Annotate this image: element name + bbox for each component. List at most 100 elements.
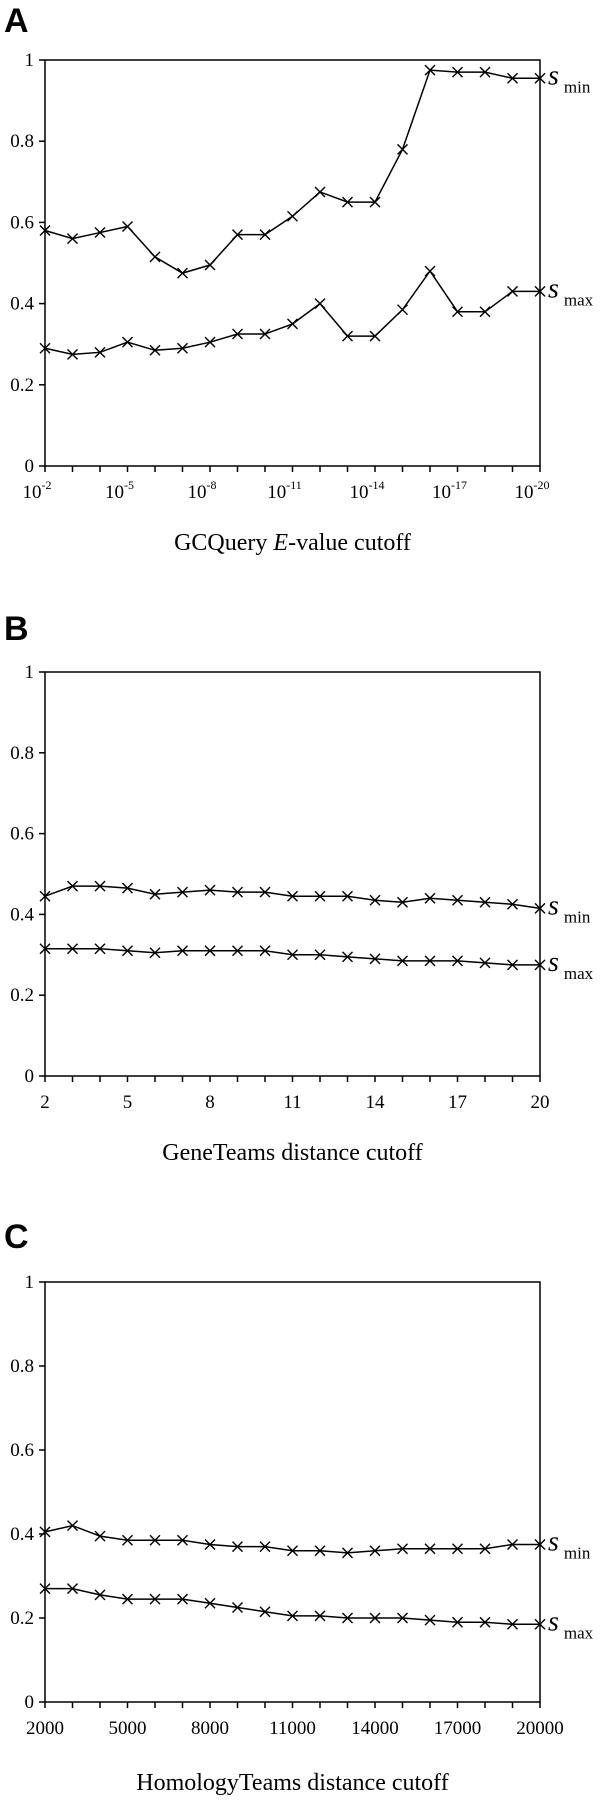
data-point-max [452,1616,463,1628]
data-point-max [507,285,518,297]
data-point-max [259,328,271,340]
data-point-max [122,945,133,957]
marker-stroke [122,882,133,894]
series-line-max [45,1587,540,1626]
marker-stroke [177,1534,188,1546]
marker-stroke [177,1593,188,1605]
marker-stroke [204,1597,216,1609]
data-point-max [39,943,51,955]
x-tick-label: 10-17 [432,478,467,503]
data-point-min [534,72,546,84]
data-point-min [122,220,133,232]
marker-stroke [259,886,271,898]
plot-frame [44,59,541,467]
marker-stroke [314,186,326,198]
y-tick-label: 1 [25,662,35,683]
data-point-max [149,1593,161,1605]
data-point-max [287,949,298,961]
data-point-min [232,886,243,898]
marker-stroke [452,1616,463,1628]
marker-stroke [424,1543,436,1555]
marker-stroke [479,1616,491,1628]
marker-stroke [314,298,326,310]
marker-stroke [369,1612,381,1624]
data-point-max [122,336,133,348]
x-axis-label: GCQuery E-value cutoff [174,530,411,556]
x-tick-label: 11 [283,1092,301,1113]
y-tick-label: 0.4 [10,904,34,925]
marker-stroke [39,225,51,237]
y-tick-label: 0.2 [10,985,34,1006]
marker-stroke [507,1618,518,1630]
marker-stroke [204,945,216,957]
data-point-min [424,892,436,904]
marker-stroke [94,227,106,239]
marker-stroke [534,902,546,914]
data-point-min [94,880,106,892]
marker-stroke [424,265,436,277]
data-point-min [39,1526,51,1538]
marker-stroke [397,1543,408,1555]
x-tick-label: 20000 [516,1718,564,1739]
x-tick-label: 10-20 [515,478,550,503]
data-point-min [287,210,298,222]
data-point-min [452,1543,463,1555]
data-point-max [94,1589,106,1601]
data-point-max [94,943,106,955]
data-point-max [424,955,436,967]
marker-stroke [342,890,353,902]
data-point-min [149,888,161,900]
data-point-min [94,1530,106,1542]
data-point-max [479,1616,491,1628]
marker-stroke [122,336,133,348]
marker-stroke [177,267,188,279]
marker-stroke [204,336,216,348]
marker-stroke [94,1589,106,1601]
data-point-min [259,229,271,241]
data-point-min [67,880,78,892]
plot-frame [44,671,541,1077]
marker-stroke [369,894,381,906]
data-point-min [314,890,326,902]
data-point-max [342,1612,353,1624]
data-point-max [314,1610,326,1622]
marker-stroke [479,896,491,908]
marker-stroke [232,328,243,340]
data-point-min [507,1539,518,1550]
marker-stroke [534,285,546,297]
y-tick-label: 0.4 [10,1524,34,1545]
data-point-max [452,306,463,318]
data-point-min [122,1534,133,1546]
data-point-min [452,894,463,906]
x-tick-label: 17000 [434,1718,482,1739]
y-tick-label: 1 [25,1272,35,1293]
data-point-min [122,882,133,894]
marker-stroke [149,1593,161,1605]
x-axis-label: GeneTeams distance cutoff [162,1140,422,1166]
data-point-min [369,894,381,906]
y-tick-label: 0.8 [10,1356,34,1377]
data-point-min [479,1543,491,1555]
data-point-max [177,945,188,957]
marker-stroke [259,1606,271,1618]
x-tick-label: 10-5 [105,478,134,503]
x-tick-label: 20 [531,1092,550,1113]
chart-panel-b: B 0 0.2 0.4 0.6 0.8 1 2 5 8 11 14 17 20 GeneTeams dist… [4,610,594,1166]
marker-stroke [507,72,518,84]
data-point-min [39,225,51,237]
data-point-max [39,342,51,354]
data-point-min [314,186,326,198]
marker-stroke [314,890,326,902]
marker-stroke [342,1547,353,1559]
data-point-min [397,1543,408,1555]
marker-stroke [67,348,78,360]
data-point-min [342,196,353,208]
data-point-max [507,1618,518,1630]
data-point-min [424,64,436,76]
marker-stroke [479,66,491,78]
marker-stroke [204,884,216,896]
y-tick-label: 0.6 [10,824,34,845]
marker-stroke [479,306,491,318]
data-point-min [534,1539,546,1550]
